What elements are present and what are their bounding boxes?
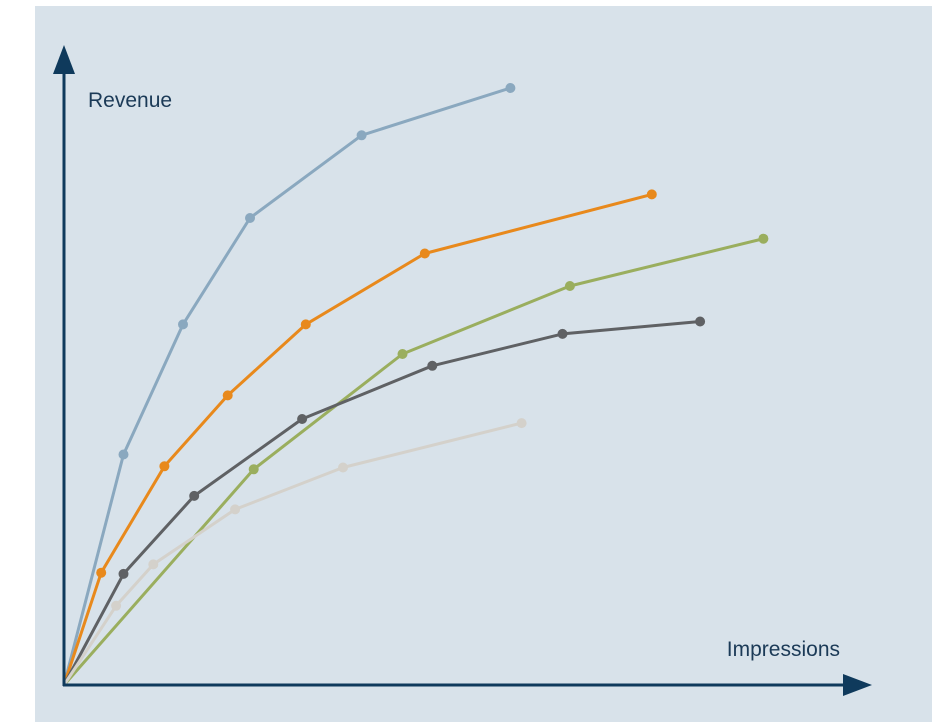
x-axis-arrow bbox=[843, 674, 872, 696]
series-1-point bbox=[356, 130, 367, 141]
x-axis-label: Impressions bbox=[727, 638, 840, 661]
chart-panel bbox=[35, 6, 932, 722]
series-3-point bbox=[397, 349, 408, 359]
series-2-point bbox=[419, 248, 430, 259]
series-5-point bbox=[148, 559, 159, 570]
series-5 bbox=[62, 418, 527, 686]
y-axis-arrow bbox=[53, 45, 75, 74]
series-4-point bbox=[297, 414, 308, 424]
series-3-point bbox=[758, 233, 769, 244]
series-5-point bbox=[111, 600, 122, 611]
series-2 bbox=[62, 189, 657, 686]
series-3-point bbox=[248, 464, 259, 475]
series-4-point bbox=[695, 316, 706, 327]
series-1-point bbox=[245, 213, 255, 223]
series-1-point bbox=[178, 319, 188, 330]
series-2-point bbox=[159, 461, 170, 472]
series-1-line bbox=[62, 86, 511, 686]
series-5-point bbox=[338, 462, 348, 473]
series-layer bbox=[62, 83, 769, 686]
series-3-point bbox=[564, 281, 575, 291]
series-1-point bbox=[118, 449, 129, 460]
series-4-point bbox=[427, 360, 438, 371]
series-5-point bbox=[516, 418, 527, 429]
series-4 bbox=[62, 316, 706, 686]
y-axis-label: Revenue bbox=[88, 89, 172, 112]
series-5-line bbox=[62, 421, 522, 686]
series-2-line bbox=[62, 192, 653, 686]
series-2-point bbox=[646, 189, 657, 200]
series-2-point bbox=[222, 390, 233, 401]
series-2-point bbox=[96, 567, 107, 578]
series-4-point bbox=[189, 490, 200, 501]
series-1 bbox=[62, 83, 516, 686]
series-4-point bbox=[557, 328, 568, 339]
series-2-point bbox=[300, 319, 311, 330]
series-1-point bbox=[505, 83, 516, 93]
series-4-point bbox=[118, 568, 129, 579]
series-5-point bbox=[230, 504, 241, 515]
